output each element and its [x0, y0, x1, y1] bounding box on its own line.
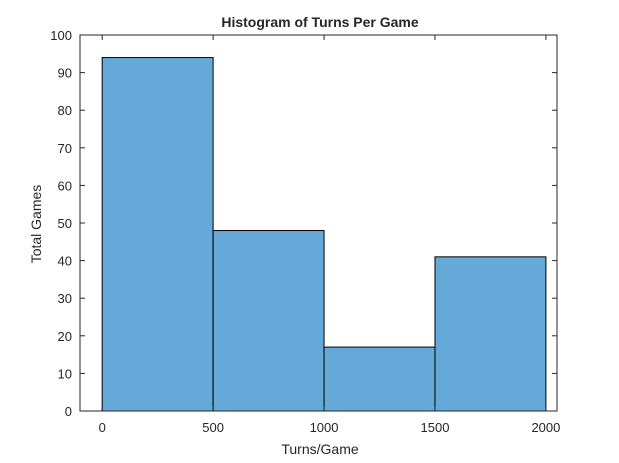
y-tick-label: 70 [58, 141, 72, 156]
y-tick-label: 90 [58, 66, 72, 81]
y-tick-label: 0 [65, 404, 72, 419]
histogram-bar-1 [101, 57, 214, 412]
y-axis-label: Total Games [28, 185, 44, 264]
histogram-bar-2 [212, 230, 325, 412]
chart-title: Histogram of Turns Per Game [221, 14, 419, 30]
y-tick-label: 10 [58, 366, 72, 381]
x-tick-label: 0 [99, 420, 106, 435]
histogram-bar-4 [434, 256, 547, 412]
y-tick-label: 50 [58, 216, 72, 231]
x-axis-ticks: 0 500 1000 1500 2000 [99, 35, 560, 435]
bars-group [101, 57, 547, 412]
x-axis-label: Turns/Game [281, 441, 358, 457]
y-axis-ticks: 0 10 20 30 40 50 60 70 80 90 100 [50, 28, 557, 419]
y-tick-label: 80 [58, 103, 72, 118]
y-tick-label: 20 [58, 329, 72, 344]
y-tick-label: 100 [50, 28, 72, 43]
x-tick-label: 2000 [531, 420, 560, 435]
x-tick-label: 1500 [421, 420, 450, 435]
x-tick-label: 1000 [310, 420, 339, 435]
y-tick-label: 40 [58, 254, 72, 269]
x-tick-label: 500 [202, 420, 224, 435]
y-tick-label: 30 [58, 291, 72, 306]
y-tick-label: 60 [58, 178, 72, 193]
histogram-bar-3 [323, 346, 436, 412]
